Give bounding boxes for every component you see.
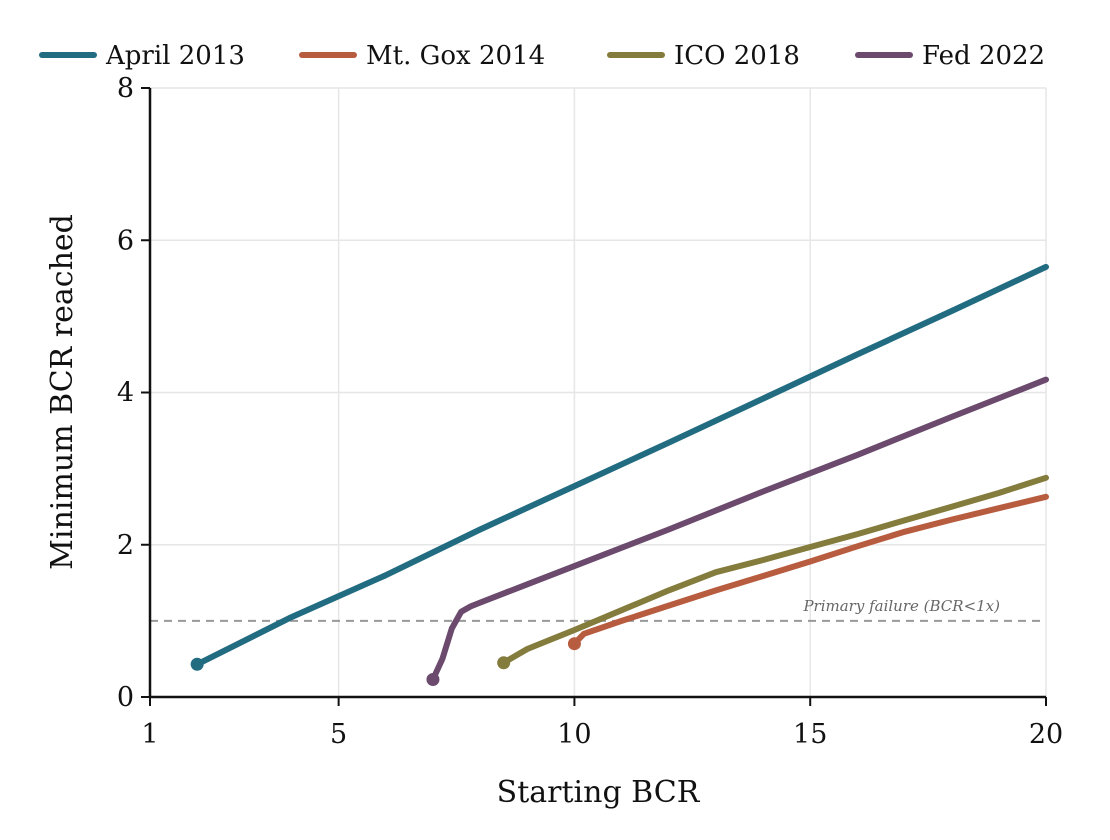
series-lines — [190, 263, 1049, 686]
legend-label-fed-2022: Fed 2022 — [922, 41, 1045, 71]
primary-failure-label: Primary failure (BCR<1x) — [802, 597, 1000, 615]
legend-label-mt-gox-2014: Mt. Gox 2014 — [366, 41, 545, 71]
series-line-mt-gox-2014 — [571, 493, 1049, 647]
y-tick-label-2: 4 — [117, 378, 134, 409]
series-start-point-ico-2018 — [497, 656, 511, 670]
x-tick-label-0: 1 — [141, 719, 158, 750]
x-tick-label-4: 20 — [1029, 719, 1063, 750]
x-tick-label-1: 5 — [330, 719, 347, 750]
x-tick-label-2: 10 — [557, 719, 591, 750]
series-start-point-mt-gox-2014 — [567, 637, 581, 651]
series-line-april-2013 — [194, 263, 1049, 668]
y-tick-label-1: 2 — [117, 530, 134, 561]
legend: April 2013 Mt. Gox 2014 ICO 2018 Fed 2022 — [39, 41, 1045, 71]
y-axis-label: Minimum BCR reached — [45, 214, 80, 570]
legend-label-april-2013: April 2013 — [105, 41, 245, 71]
series-line-ico-2018 — [500, 474, 1049, 666]
y-tick-label-0: 0 — [117, 682, 134, 713]
legend-label-ico-2018: ICO 2018 — [674, 41, 800, 71]
series-line-fed-2022 — [429, 376, 1049, 683]
y-tick-label-3: 6 — [117, 225, 134, 256]
x-axis-label: Starting BCR — [497, 775, 701, 810]
y-tick-label-4: 8 — [117, 73, 134, 104]
series-start-point-april-2013 — [190, 657, 204, 671]
x-tick-label-3: 15 — [793, 719, 827, 750]
series-start-point-fed-2022 — [426, 672, 440, 686]
